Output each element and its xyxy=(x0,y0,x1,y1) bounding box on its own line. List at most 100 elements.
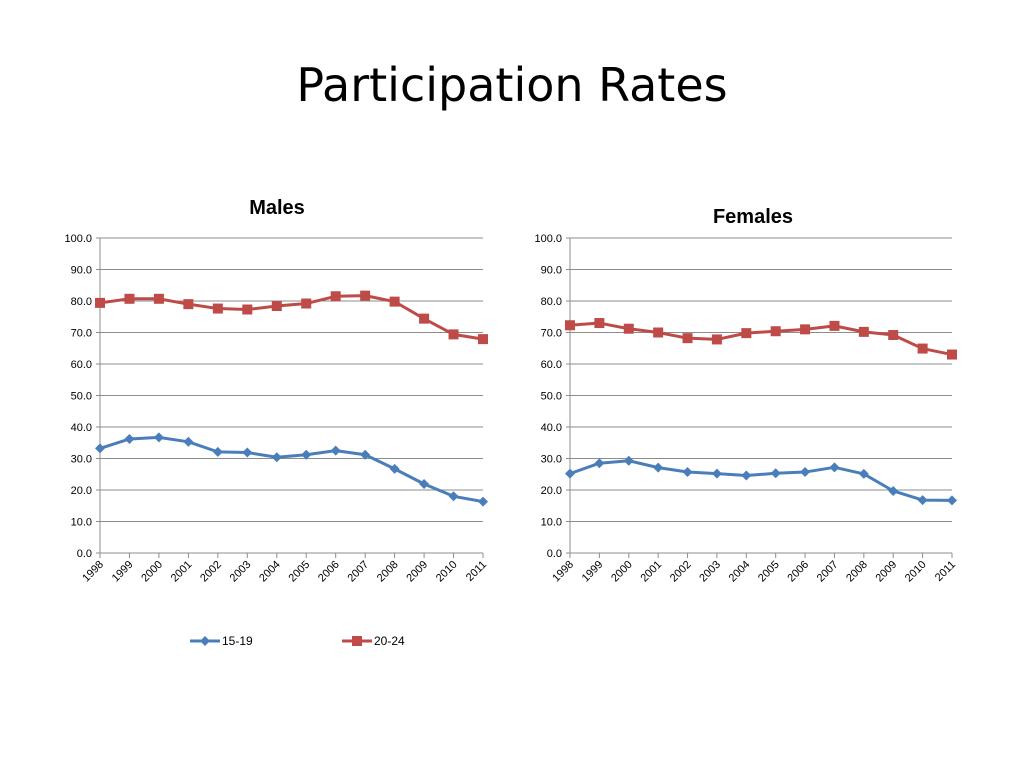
females-y-tick-label: 30.0 xyxy=(541,454,562,466)
females-series-line-15-19 xyxy=(569,459,953,502)
females-y-tick-label: 50.0 xyxy=(541,391,562,403)
males-y-tick-label: 100.0 xyxy=(64,233,92,245)
males-point-15-19 xyxy=(212,446,223,457)
females-point-20-24 xyxy=(594,318,605,329)
females-y-tick-label: 60.0 xyxy=(541,359,562,371)
males-point-15-19 xyxy=(124,433,135,444)
males-y-tick-label: 50.0 xyxy=(71,391,92,403)
males-chart-title: Males xyxy=(249,197,305,219)
females-point-15-19 xyxy=(682,467,693,478)
females-x-tick-label: 2008 xyxy=(844,559,870,585)
males-point-15-19 xyxy=(242,447,253,458)
males-point-15-19 xyxy=(271,452,282,463)
females-point-20-24 xyxy=(653,327,664,338)
females-x-tick-label: 2003 xyxy=(697,559,723,585)
females-point-15-19 xyxy=(565,468,575,479)
females-point-15-19 xyxy=(653,462,664,473)
females-point-15-19 xyxy=(770,468,781,479)
females-point-20-24 xyxy=(800,324,811,335)
females-point-15-19 xyxy=(594,458,605,469)
females-x-tick-label: 2001 xyxy=(638,559,664,585)
males-y-tick-label: 80.0 xyxy=(71,296,92,308)
females-point-15-19 xyxy=(800,467,811,478)
females-point-15-19 xyxy=(888,485,899,496)
legend-label-15-19: 15-19 xyxy=(222,634,253,648)
females-x-tick-label: 1998 xyxy=(550,559,576,585)
males-y-tick-label: 30.0 xyxy=(71,454,92,466)
males-y-tick-label: 70.0 xyxy=(71,328,92,340)
males-point-15-19 xyxy=(478,496,488,507)
females-chart-title: Females xyxy=(713,206,793,228)
females-point-20-24 xyxy=(741,328,752,339)
males-point-20-24 xyxy=(389,296,400,307)
males-point-20-24 xyxy=(95,297,105,308)
females-point-20-24 xyxy=(858,326,869,337)
males-point-20-24 xyxy=(419,313,430,324)
females-point-15-19 xyxy=(917,495,928,506)
slide-title: Participation Rates xyxy=(296,58,728,112)
males-y-tick-label: 90.0 xyxy=(71,265,92,277)
males-point-20-24 xyxy=(360,290,371,301)
females-x-tick-label: 1999 xyxy=(580,559,606,585)
females-y-tick-label: 20.0 xyxy=(541,485,562,497)
males-point-20-24 xyxy=(478,334,488,345)
males-point-20-24 xyxy=(271,301,282,312)
females-x-tick-label: 2006 xyxy=(785,559,811,585)
legend-marker-15-19 xyxy=(200,636,210,646)
females-point-20-24 xyxy=(623,323,634,334)
males-y-tick-label: 20.0 xyxy=(71,485,92,497)
males-point-20-24 xyxy=(448,329,459,340)
males-point-15-19 xyxy=(183,436,194,447)
males-point-15-19 xyxy=(419,479,430,490)
females-x-tick-label: 2002 xyxy=(668,559,694,585)
males-point-20-24 xyxy=(212,303,223,314)
males-y-tick-label: 40.0 xyxy=(71,422,92,434)
females-y-tick-label: 40.0 xyxy=(541,422,562,434)
females-y-tick-label: 10.0 xyxy=(541,517,562,529)
males-point-20-24 xyxy=(183,299,194,310)
females-x-tick-label: 2009 xyxy=(874,559,900,585)
females-point-20-24 xyxy=(917,343,928,354)
females-x-tick-label: 2010 xyxy=(903,559,929,585)
legend-marker-20-24 xyxy=(352,636,362,646)
males-point-20-24 xyxy=(301,298,312,309)
females-point-20-24 xyxy=(682,333,693,344)
males-point-20-24 xyxy=(242,304,253,315)
females-point-15-19 xyxy=(858,468,869,479)
females-point-20-24 xyxy=(770,326,781,337)
females-y-tick-label: 100.0 xyxy=(534,233,562,245)
males-point-15-19 xyxy=(330,445,341,456)
legend-label-20-24: 20-24 xyxy=(374,634,405,648)
females-point-15-19 xyxy=(711,468,722,479)
females-point-15-19 xyxy=(741,470,752,481)
females-point-20-24 xyxy=(829,320,840,331)
females-point-20-24 xyxy=(565,320,575,331)
males-point-20-24 xyxy=(153,293,164,304)
females-point-20-24 xyxy=(888,330,899,341)
males-point-20-24 xyxy=(330,291,341,302)
males-series-line-15-19 xyxy=(99,435,484,504)
females-point-15-19 xyxy=(623,455,634,466)
females-x-tick-label: 2004 xyxy=(727,559,753,585)
females-x-tick-label: 2011 xyxy=(933,559,958,584)
females-y-tick-label: 70.0 xyxy=(541,328,562,340)
females-point-15-19 xyxy=(947,495,957,506)
females-x-tick-label: 2000 xyxy=(609,559,635,585)
females-point-20-24 xyxy=(947,349,957,360)
males-point-15-19 xyxy=(153,432,164,443)
females-y-tick-label: 90.0 xyxy=(541,265,562,277)
males-y-tick-label: 60.0 xyxy=(71,359,92,371)
males-point-15-19 xyxy=(389,463,400,474)
males-point-15-19 xyxy=(301,449,312,460)
males-y-tick-label: 10.0 xyxy=(71,517,92,529)
females-point-20-24 xyxy=(711,334,722,345)
males-point-20-24 xyxy=(124,293,135,304)
males-point-15-19 xyxy=(95,443,105,454)
females-x-tick-label: 2005 xyxy=(756,559,782,585)
males-point-15-19 xyxy=(360,449,371,460)
males-y-tick-label: 0.0 xyxy=(77,548,92,560)
females-point-15-19 xyxy=(829,462,840,473)
males-point-15-19 xyxy=(448,491,459,502)
females-y-tick-label: 0.0 xyxy=(547,548,562,560)
